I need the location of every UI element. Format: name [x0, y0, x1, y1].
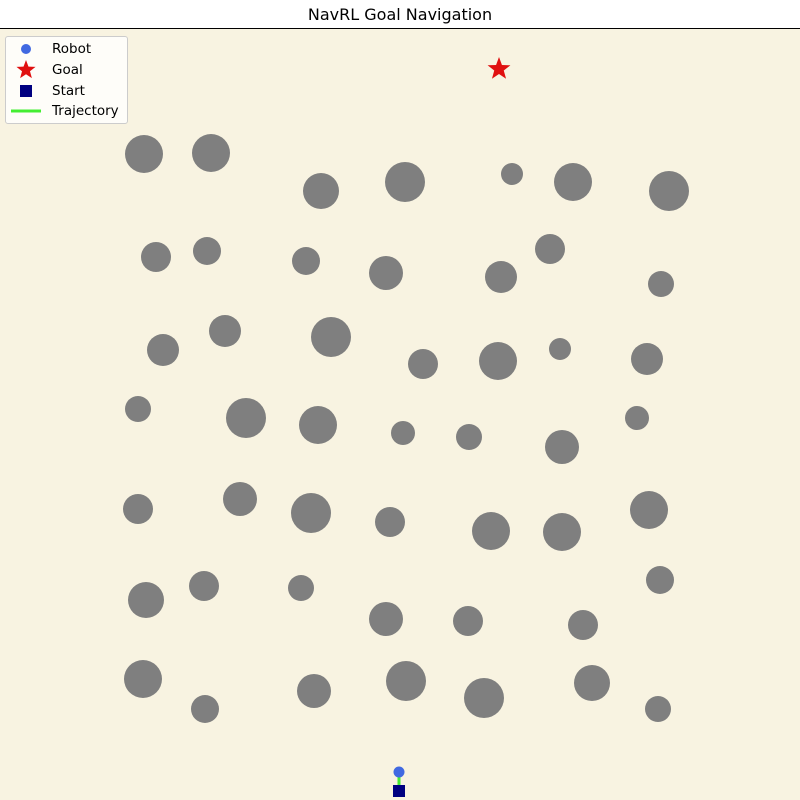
obstacle-30 — [223, 482, 257, 516]
obstacle-28 — [625, 406, 649, 430]
obstacle-49 — [645, 696, 671, 722]
obstacle-47 — [464, 678, 504, 718]
obstacle-29 — [123, 494, 153, 524]
obstacle-9 — [193, 237, 221, 265]
obstacle-14 — [648, 271, 674, 297]
obstacle-27 — [545, 430, 579, 464]
obstacle-24 — [299, 406, 337, 444]
obstacle-41 — [568, 610, 598, 640]
obstacle-2 — [192, 134, 230, 172]
obstacle-42 — [646, 566, 674, 594]
obstacle-4 — [385, 162, 425, 202]
obstacle-43 — [124, 660, 162, 698]
robot-marker — [393, 766, 405, 778]
legend-item-goal: Goal — [6, 60, 127, 80]
legend-label-goal: Goal — [52, 62, 83, 78]
obstacle-17 — [311, 317, 351, 357]
legend-item-start: Start — [6, 81, 127, 101]
obstacle-36 — [128, 582, 164, 618]
robot-legend-icon — [6, 39, 46, 59]
obstacle-16 — [209, 315, 241, 347]
obstacle-19 — [479, 342, 517, 380]
obstacle-40 — [453, 606, 483, 636]
obstacle-18 — [408, 349, 438, 379]
obstacle-13 — [535, 234, 565, 264]
plot-area — [0, 28, 800, 800]
goal-star-marker — [487, 57, 511, 79]
obstacle-12 — [485, 261, 517, 293]
obstacle-10 — [292, 247, 320, 275]
legend-item-trajectory: Trajectory — [6, 101, 127, 121]
legend-item-robot: Robot — [6, 39, 127, 59]
obstacle-48 — [574, 665, 610, 701]
obstacle-15 — [147, 334, 179, 366]
obstacle-8 — [141, 242, 171, 272]
obstacles-layer — [123, 134, 689, 723]
obstacle-23 — [226, 398, 266, 438]
obstacle-32 — [375, 507, 405, 537]
legend-label-robot: Robot — [52, 41, 92, 57]
obstacle-44 — [191, 695, 219, 723]
obstacle-39 — [369, 602, 403, 636]
obstacle-45 — [297, 674, 331, 708]
obstacle-25 — [391, 421, 415, 445]
obstacle-38 — [288, 575, 314, 601]
legend: Robot Goal Start Trajectory — [5, 36, 128, 124]
goal-legend-icon — [6, 60, 46, 80]
obstacle-35 — [630, 491, 668, 529]
start-legend-icon — [6, 81, 46, 101]
obstacle-1 — [125, 135, 163, 173]
obstacle-26 — [456, 424, 482, 450]
obstacle-46 — [386, 661, 426, 701]
obstacle-5 — [501, 163, 523, 185]
start-marker — [393, 785, 405, 797]
obstacle-33 — [472, 512, 510, 550]
obstacle-20 — [549, 338, 571, 360]
obstacle-21 — [631, 343, 663, 375]
obstacle-31 — [291, 493, 331, 533]
trajectory-legend-icon — [6, 101, 46, 121]
obstacle-6 — [554, 163, 592, 201]
obstacle-22 — [125, 396, 151, 422]
arena-canvas — [0, 29, 800, 800]
obstacle-37 — [189, 571, 219, 601]
obstacle-3 — [303, 173, 339, 209]
obstacle-34 — [543, 513, 581, 551]
legend-label-start: Start — [52, 83, 85, 99]
plot-title: NavRL Goal Navigation — [0, 0, 800, 28]
obstacle-11 — [369, 256, 403, 290]
legend-label-trajectory: Trajectory — [52, 103, 119, 119]
obstacle-7 — [649, 171, 689, 211]
